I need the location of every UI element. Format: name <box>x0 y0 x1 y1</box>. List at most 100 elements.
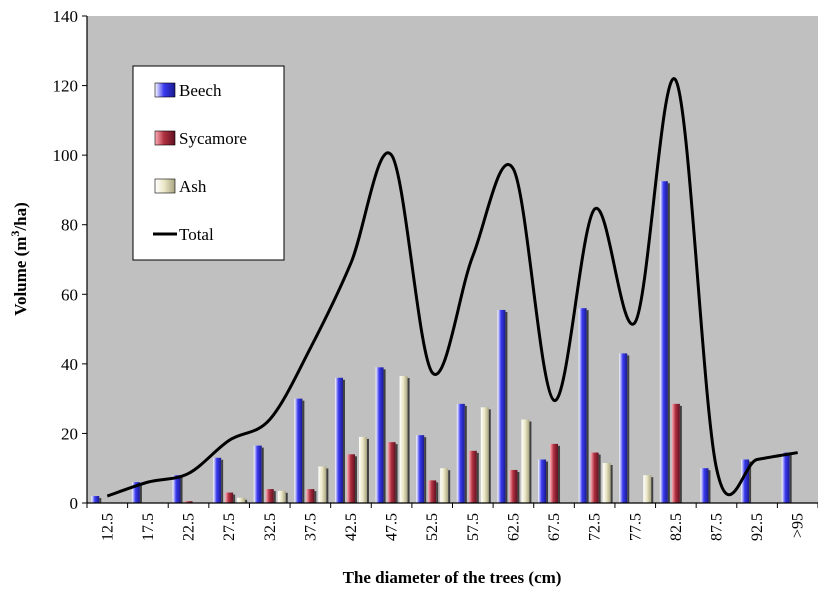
sycamore-bar-shadow-14 <box>679 405 682 503</box>
ash-bar-shadow-9 <box>488 409 491 503</box>
total-line-layer <box>106 77 798 498</box>
sycamore-bar-12 <box>590 452 599 503</box>
ash-bar-shadow-10 <box>529 421 532 503</box>
beech-bar-shadow-5 <box>302 400 305 503</box>
ash-bar-12 <box>602 462 611 503</box>
beech-bar-shadow-13 <box>627 355 630 503</box>
beech-legend-label: Beech <box>179 81 222 100</box>
beech-bar-3 <box>213 457 222 503</box>
x-tick-label: 22.5 <box>181 513 198 541</box>
ash-bar-shadow-12 <box>610 464 613 503</box>
beech-bar-shadow-3 <box>221 459 224 503</box>
sycamore-bar-4 <box>265 489 274 503</box>
y-tick-label: 20 <box>61 424 78 443</box>
x-tick-label: >95 <box>790 513 807 538</box>
x-tick-label: 42.5 <box>343 513 360 541</box>
sycamore-bar-shadow-5 <box>314 491 317 503</box>
beech-legend-swatch <box>154 82 176 98</box>
ash-legend-label: Ash <box>179 177 207 196</box>
beech-bar-shadow-0 <box>99 498 102 503</box>
ash-bar-shadow-8 <box>448 470 451 503</box>
ash-bar-shadow-4 <box>285 492 288 503</box>
x-tick-label: 27.5 <box>221 513 238 541</box>
beech-bar-shadow-9 <box>464 405 467 503</box>
beech-bar-0 <box>91 496 100 503</box>
sycamore-bar-shadow-9 <box>476 452 479 503</box>
x-tick-label: 77.5 <box>627 513 644 541</box>
y-tick-label: 40 <box>61 355 78 374</box>
sycamore-bar-shadow-4 <box>273 491 276 503</box>
beech-bar-shadow-8 <box>424 437 427 503</box>
beech-bar-shadow-10 <box>505 311 508 503</box>
sycamore-bar-shadow-10 <box>517 471 520 503</box>
bars-layer <box>91 181 792 503</box>
ash-legend-swatch <box>154 178 176 194</box>
beech-bar-shadow-6 <box>342 379 345 503</box>
beech-bar-1 <box>131 482 140 503</box>
ash-bar-10 <box>521 419 530 503</box>
x-tick-label: 72.5 <box>587 513 604 541</box>
x-tick-label: 92.5 <box>749 513 766 541</box>
x-tick-label: 12.5 <box>99 513 116 541</box>
ash-bar-9 <box>480 407 489 503</box>
sycamore-bar-5 <box>306 489 315 503</box>
ash-bar-13 <box>643 475 652 503</box>
y-axis-title: Volume (m3/ha) <box>8 202 30 316</box>
beech-bar-17 <box>781 452 790 503</box>
beech-bar-shadow-16 <box>749 461 752 503</box>
sycamore-bar-9 <box>468 450 477 503</box>
sycamore-bar-10 <box>509 469 518 503</box>
sycamore-bar-3 <box>225 492 234 503</box>
ash-bar-7 <box>399 376 408 503</box>
beech-bar-shadow-12 <box>586 310 589 503</box>
y-tick-label: 60 <box>61 285 78 304</box>
sycamore-bar-11 <box>550 443 559 503</box>
beech-bar-shadow-15 <box>708 470 711 503</box>
ash-bar-shadow-7 <box>407 378 410 503</box>
beech-bar-9 <box>456 403 465 503</box>
sycamore-bar-shadow-12 <box>598 454 601 503</box>
sycamore-bar-shadow-6 <box>354 456 357 503</box>
beech-bar-shadow-4 <box>261 447 264 503</box>
x-tick-label: 52.5 <box>424 513 441 541</box>
sycamore-bar-shadow-8 <box>436 482 439 503</box>
sycamore-legend-label: Sycamore <box>179 129 247 148</box>
beech-bar-shadow-7 <box>383 369 386 503</box>
y-tick-label: 0 <box>70 494 79 513</box>
y-tick-label: 140 <box>53 7 79 26</box>
x-tick-label: 67.5 <box>546 513 563 541</box>
legend: Beech Sycamore Ash Total <box>132 65 285 261</box>
total-legend-label: Total <box>179 225 214 244</box>
x-tick-label: 82.5 <box>668 513 685 541</box>
y-tick-label: 120 <box>53 77 79 96</box>
beech-bar-6 <box>334 377 343 503</box>
sycamore-bar-7 <box>387 442 396 503</box>
sycamore-bar-14 <box>671 403 680 503</box>
sycamore-bar-shadow-3 <box>233 494 236 503</box>
beech-bar-14 <box>659 181 668 503</box>
ash-bar-shadow-6 <box>366 438 369 503</box>
sycamore-bar-2 <box>184 501 193 503</box>
legend-box <box>132 65 285 261</box>
beech-bar-13 <box>619 353 628 503</box>
beech-bar-10 <box>497 309 506 503</box>
ash-bar-6 <box>358 436 367 503</box>
x-tick-label: 32.5 <box>262 513 279 541</box>
ash-bar-8 <box>440 468 449 503</box>
beech-bar-15 <box>700 468 709 503</box>
x-tick-label: 47.5 <box>384 513 401 541</box>
beech-bar-shadow-11 <box>546 461 549 503</box>
beech-bar-shadow-17 <box>789 454 792 503</box>
ash-bar-shadow-3 <box>245 499 248 503</box>
beech-bar-4 <box>253 445 262 503</box>
ash-bar-5 <box>318 466 327 503</box>
sycamore-bar-6 <box>346 454 355 503</box>
sycamore-bar-8 <box>428 480 437 503</box>
beech-bar-5 <box>294 398 303 503</box>
ash-bar-shadow-5 <box>326 468 329 503</box>
x-axis-title: The diameter of the trees (cm) <box>343 568 562 587</box>
beech-bar-shadow-14 <box>667 183 670 503</box>
ash-bar-3 <box>237 497 246 503</box>
ash-bar-shadow-13 <box>651 477 654 503</box>
